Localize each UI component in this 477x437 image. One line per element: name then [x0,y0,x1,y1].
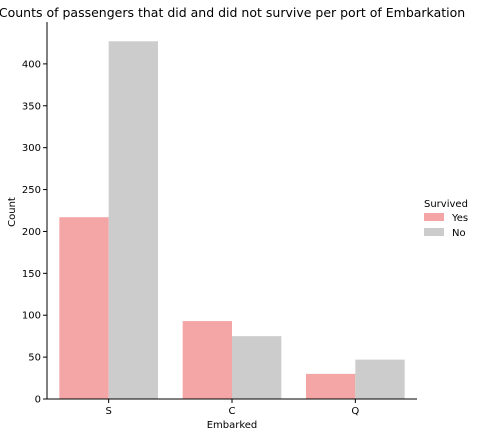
x-tick-label: Q [351,406,359,417]
bar-yes-s [59,217,109,399]
y-tick-label: 0 [35,395,41,406]
chart-title: Counts of passengers that did and did no… [0,5,465,20]
y-tick-label: 100 [22,311,41,322]
bar-yes-c [182,321,232,399]
y-tick-label: 250 [22,185,41,196]
bar-no-c [232,336,282,399]
x-tick-label: C [229,406,236,417]
bars-layer [59,41,405,399]
legend-swatch-no [424,228,444,236]
bar-no-q [355,359,405,399]
x-tick-label: S [105,406,111,417]
y-tick-label: 300 [22,143,41,154]
legend-label-yes: Yes [451,213,468,224]
y-tick-label: 200 [22,227,41,238]
y-tick-label: 350 [22,101,41,112]
bar-no-s [108,41,158,399]
y-tick-label: 400 [22,59,41,70]
x-axis-title: Embarked [207,420,258,431]
y-tick-label: 50 [28,353,41,364]
bar-yes-q [306,373,356,399]
y-axis-title: Count [7,197,18,227]
legend-label-no: No [452,228,466,239]
y-ticks: 0 50 100 150 200 250 300 350 400 [22,59,47,406]
legend-swatch-yes [424,213,444,221]
legend: Survived Yes No [424,199,468,239]
legend-title: Survived [424,199,468,210]
legend-items: Yes No [424,213,468,239]
y-tick-label: 150 [22,269,41,280]
